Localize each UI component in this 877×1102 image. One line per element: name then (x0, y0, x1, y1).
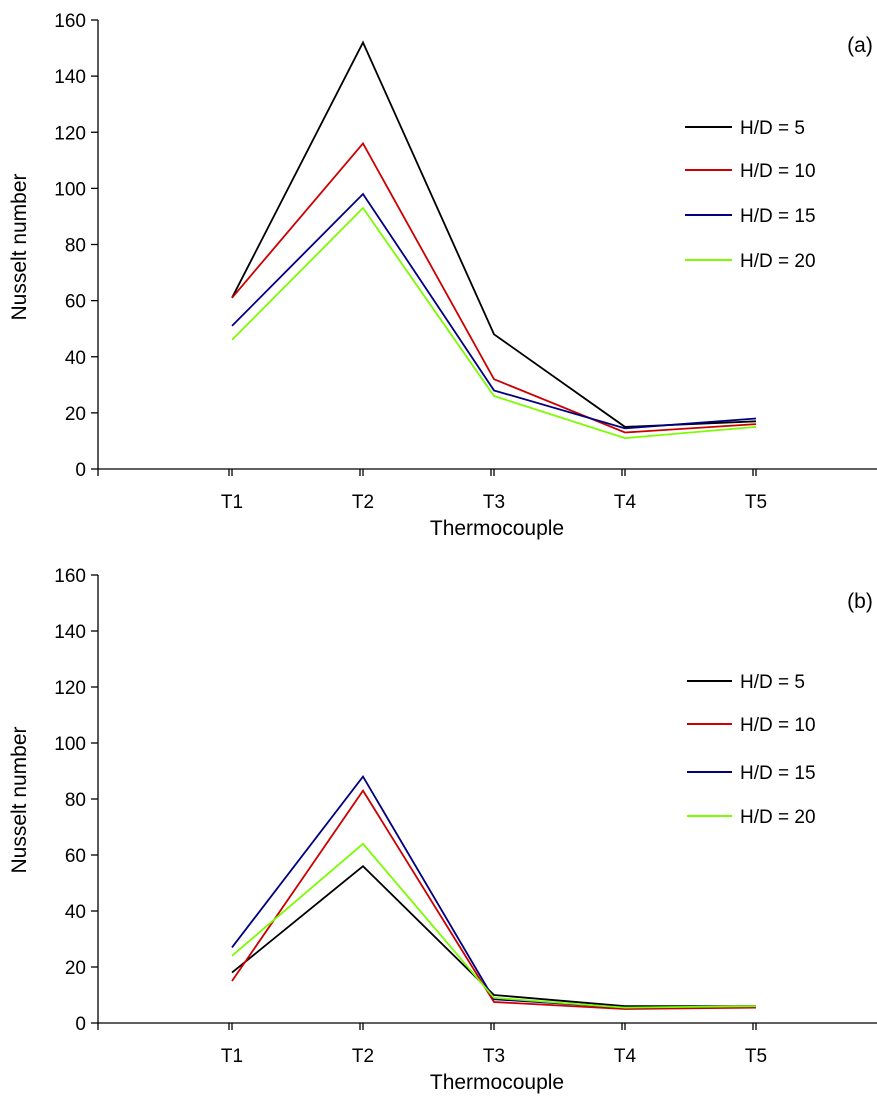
y-tick-label: 80 (65, 236, 86, 257)
x-tick-label: T2 (352, 492, 374, 513)
y-tick-label: 20 (65, 958, 86, 979)
y-tick-label: 60 (65, 846, 86, 867)
series-line-h-d-15 (231, 774, 757, 1009)
x-tick-label: T3 (483, 492, 505, 513)
series-line-h-d-5 (231, 40, 757, 428)
y-tick-label: 0 (75, 460, 86, 481)
x-tick-label: T2 (352, 1046, 374, 1067)
y-tick-label: 120 (54, 678, 86, 699)
y-tick-label: 160 (54, 566, 86, 587)
x-tick-label: T5 (745, 1046, 767, 1067)
y-tick-label: 140 (54, 67, 86, 88)
legend-label-h-d-15: H/D = 15 (740, 763, 816, 784)
legend-label-h-d-20: H/D = 20 (740, 251, 816, 272)
y-tick-label: 100 (54, 179, 86, 200)
y-tick-label: 140 (54, 622, 86, 643)
series-line-h-d-5 (231, 864, 756, 1008)
legend-label-h-d-10: H/D = 10 (740, 715, 816, 736)
chart-panel-a: 0 20 40 60 80 100 120 140 160 T1 T2 T3 T4 T5 Thermocou… (8, 11, 877, 540)
x-axis-title: Thermocouple (430, 1071, 564, 1094)
series-line-h-d-10 (231, 788, 757, 1010)
x-tick-label: T5 (745, 492, 767, 513)
legend-label-h-d-5: H/D = 5 (740, 118, 805, 139)
y-tick-label: 120 (54, 123, 86, 144)
y-tick-label: 100 (54, 734, 86, 755)
x-tick-label: T1 (221, 492, 243, 513)
legend-label-h-d-20: H/D = 20 (740, 807, 816, 828)
legend-label-h-d-15: H/D = 15 (740, 206, 816, 227)
legend-label-h-d-10: H/D = 10 (740, 161, 816, 182)
chart-panel-b: 0 20 40 60 80 100 120 140 160 T1 T2 T3 T4 T5 Thermocou… (8, 566, 877, 1094)
y-tick-label: 80 (65, 790, 86, 811)
y-tick-label: 160 (54, 11, 86, 32)
series-line-h-d-20 (231, 206, 757, 440)
x-tick-label: T1 (221, 1046, 243, 1067)
panel-label: (a) (847, 34, 873, 57)
x-tick-label: T4 (614, 492, 637, 513)
y-tick-label: 20 (65, 404, 86, 425)
legend-label-h-d-5: H/D = 5 (740, 672, 805, 693)
y-axis-title: Nusselt number (8, 173, 31, 320)
y-tick-label: 40 (65, 348, 86, 369)
x-axis-title: Thermocouple (430, 517, 564, 540)
panel-label: (b) (847, 590, 873, 613)
x-tick-label: T3 (483, 1046, 505, 1067)
series-line-h-d-20 (231, 842, 757, 1009)
y-tick-label: 0 (75, 1014, 86, 1035)
y-tick-label: 40 (65, 902, 86, 923)
y-tick-label: 60 (65, 292, 86, 313)
y-axis-title: Nusselt number (8, 726, 31, 873)
series-line-h-d-15 (231, 192, 757, 430)
x-tick-label: T4 (614, 1046, 637, 1067)
series-line-h-d-10 (231, 141, 757, 434)
